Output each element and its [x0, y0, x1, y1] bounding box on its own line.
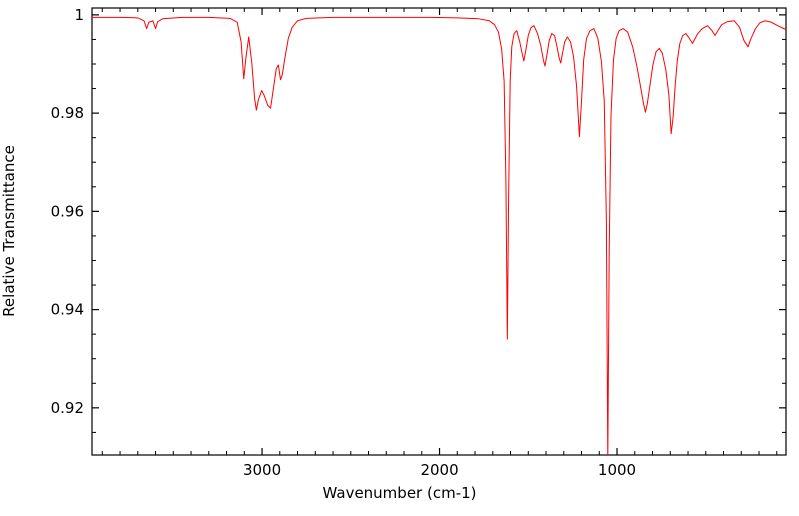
- x-tick-label: 1000: [598, 461, 636, 479]
- y-tick-label: 1: [74, 6, 84, 24]
- y-tick-label: 0.96: [51, 202, 84, 220]
- spectrum-line: [92, 16, 786, 455]
- y-tick-label: 0.92: [51, 399, 84, 417]
- plot-frame: [91, 7, 787, 456]
- x-axis-label: Wavenumber (cm-1): [322, 484, 477, 502]
- y-tick-label: 0.98: [51, 104, 84, 122]
- x-tick-label: 2000: [420, 461, 458, 479]
- y-tick-label: 0.94: [51, 301, 84, 319]
- x-tick-label: 3000: [243, 461, 281, 479]
- y-axis-label: Relative Transmittance: [0, 145, 18, 317]
